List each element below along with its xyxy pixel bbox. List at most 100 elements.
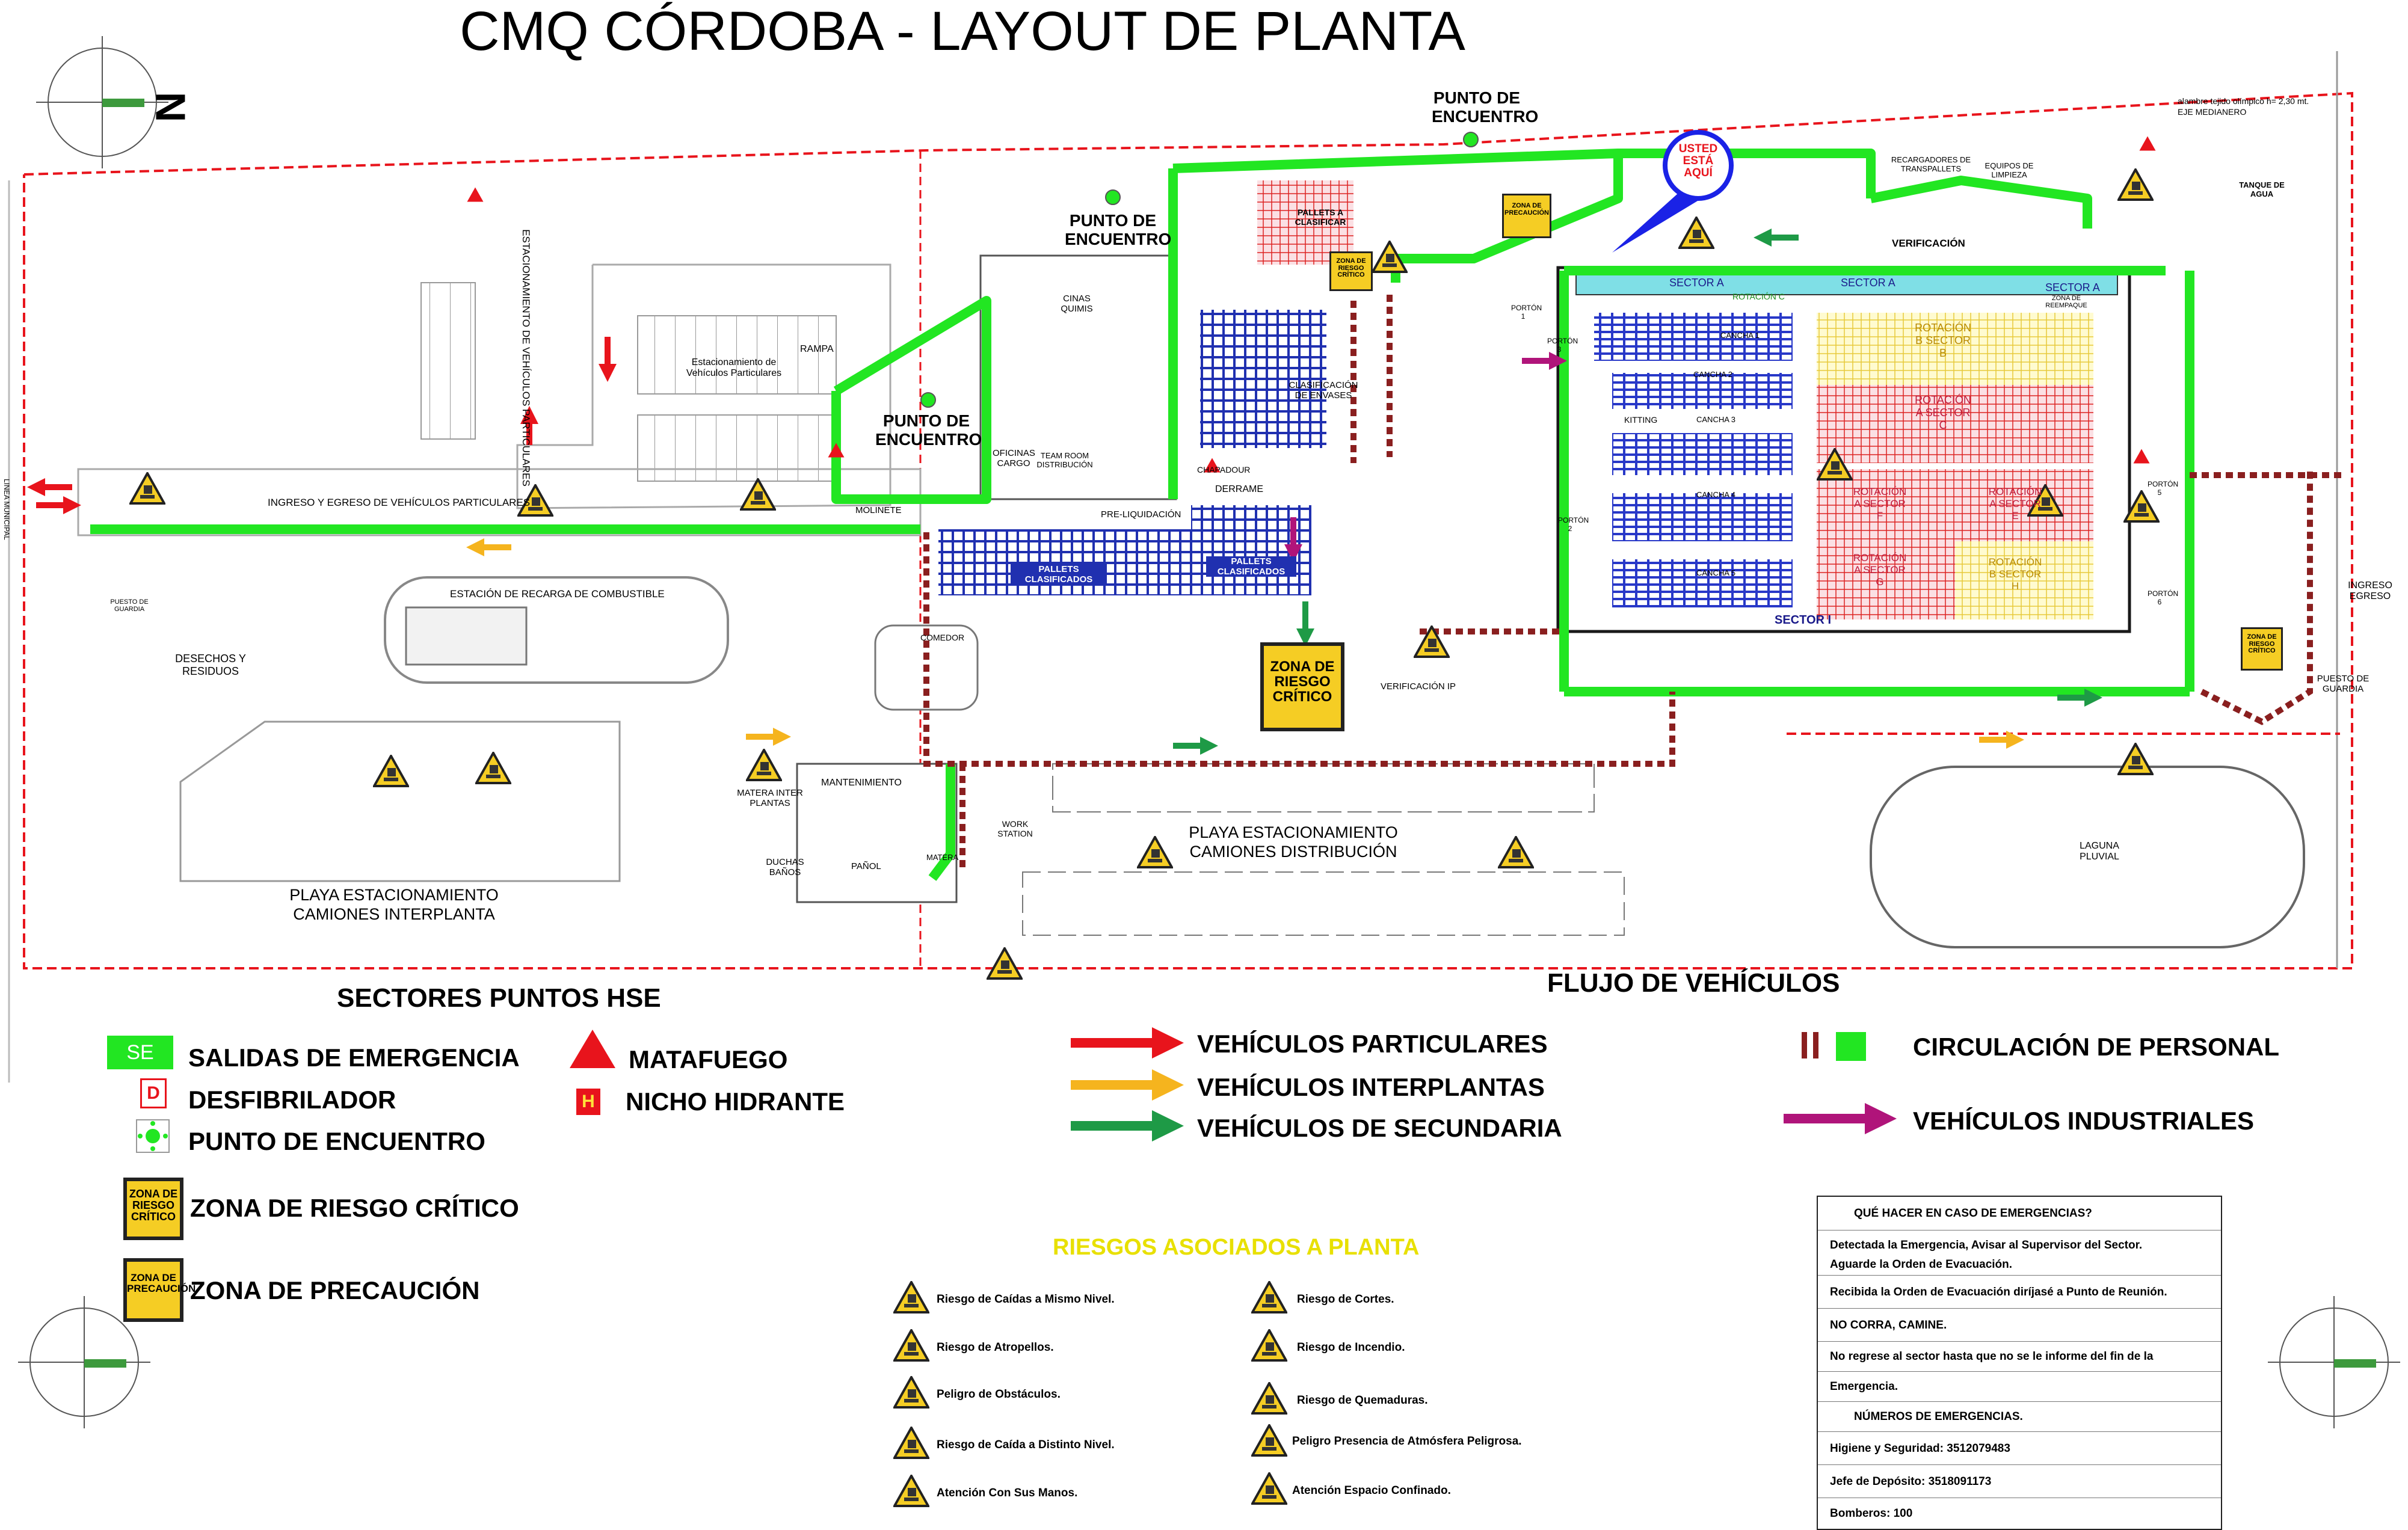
espacio-confinado-icon	[1251, 1472, 1287, 1505]
sector-b-label: ROTACIÓN B SECTOR B	[1915, 322, 1971, 359]
oficinas-cargo-label: OFICINAS CARGO	[993, 448, 1035, 469]
estacionamiento-vehiculos-label: ESTACIONAMIENTO DE VEHÍCULOS PARTICULARE…	[520, 229, 532, 487]
cancha-4-label: CANCHA 4	[1696, 490, 1736, 499]
desechos-label: DESECHOS Y RESIDUOS	[175, 653, 246, 677]
verificacion-label: VERIFICACIÓN	[1892, 238, 1965, 249]
linea-municipal-label: LINEA MUNICIPAL	[2, 479, 11, 540]
puesto-guardia-left-label: PUESTO DE GUARDIA	[110, 598, 149, 613]
playa-distribucion-label: PLAYA ESTACIONAMIENTO CAMIONES DISTRIBUC…	[1189, 823, 1398, 861]
legend-punto-encuentro: PUNTO DE ENCUENTRO	[188, 1127, 485, 1155]
matafuego-icon	[570, 1030, 615, 1068]
zona-reempaque-label: ZONA DE REEMPAQUE	[2045, 295, 2087, 309]
zona-riesgo-critico-icon: ZONA DE RIESGO CRÍTICO	[123, 1178, 183, 1240]
work-station-label: WORK STATION	[997, 819, 1033, 838]
pallets-clasificados-1-label: PALLETS CLASIFICADOS	[1011, 564, 1107, 585]
personal-circulation-icon	[1802, 1032, 1866, 1061]
emergency-step: NO CORRA, CAMINE.	[1818, 1308, 2221, 1341]
emergency-number: Higiene y Seguridad: 3512079483	[1818, 1431, 2221, 1464]
sector-a-3-label: SECTOR A	[2045, 281, 2100, 293]
legend-salidas: SALIDAS DE EMERGENCIA	[188, 1043, 520, 1072]
comedor-label: COMEDOR	[920, 633, 965, 642]
punto-encuentro-mid-label: PUNTO DE ENCUENTRO	[1065, 211, 1172, 248]
verificacion-ip-label: VERIFICACIÓN IP	[1381, 681, 1456, 692]
hidrante-icon: H	[576, 1089, 600, 1115]
estacion-combustible-label: ESTACIÓN DE RECARGA DE COMBUSTIBLE	[450, 588, 665, 600]
legend-secundaria: VEHÍCULOS DE SECUNDARIA	[1197, 1114, 1562, 1142]
cancha-1-label: CANCHA 1	[1720, 331, 1760, 340]
kitting-label: KITTING	[1624, 415, 1658, 425]
legend-hidrante: NICHO HIDRANTE	[626, 1087, 845, 1116]
risk-item: Riesgo de Cortes.	[1251, 1281, 1394, 1316]
sector-h-label: ROTACIÓN B SECTOR H	[1988, 556, 2042, 592]
emergency-panel: QUÉ HACER EN CASO DE EMERGENCIAS? Detect…	[1817, 1196, 2222, 1530]
caida-distinto-nivel-icon	[893, 1427, 929, 1459]
matera-label: MATERA	[926, 853, 959, 862]
legend-industriales: VEHÍCULOS INDUSTRIALES	[1913, 1107, 2255, 1135]
usted-esta-aqui-label: USTED ESTÁ AQUÍ	[1678, 143, 1718, 179]
team-room-label: TEAM ROOM DISTRIBUCIÓN	[1036, 451, 1093, 469]
panol-label: PAÑOL	[851, 861, 881, 871]
porton-5-label: PORTÓN 5	[2148, 480, 2179, 497]
emergency-step: No regrese al sector hasta que no se le …	[1818, 1341, 2221, 1371]
cortes-icon	[1251, 1281, 1287, 1313]
sector-e-label: ROTACIÓN A SECTOR E	[1988, 486, 2042, 521]
puesto-guardia-right-label: PUESTO DE GUARDIA	[2317, 674, 2370, 694]
recargadores-label: RECARGADORES DE TRANSPALLETS	[1891, 155, 1971, 173]
tanque-agua-label: TANQUE DE AGUA	[2239, 180, 2285, 198]
laguna-label: LAGUNA PLUVIAL	[2080, 841, 2119, 862]
sector-g-label: ROTACIÓN A SECTOR G	[1853, 552, 1907, 588]
porton-1-label: PORTÓN 1	[1511, 304, 1542, 321]
cancha-5-label: CANCHA 5	[1696, 568, 1736, 577]
cancha-2-label: CANCHA 2	[1693, 370, 1733, 379]
compass-north-label: N	[147, 91, 194, 123]
rotacion-c-label: ROTACIÓN C	[1732, 292, 1785, 301]
manos-icon	[893, 1475, 929, 1507]
risk-item: Riesgo de Incendio.	[1251, 1329, 1405, 1365]
emergency-step: Emergencia.	[1818, 1371, 2221, 1401]
playa-interplanta-label: PLAYA ESTACIONAMIENTO CAMIONES INTERPLAN…	[289, 886, 499, 924]
legend-particulares: VEHÍCULOS PARTICULARES	[1197, 1030, 1548, 1058]
secundaria-arrow-icon	[1071, 1110, 1184, 1141]
pallets-a-clasificar-label: PALLETS A CLASIFICAR	[1295, 207, 1346, 227]
porton-2-label: PORTÓN 2	[1558, 516, 1589, 533]
risk-item: Peligro Presencia de Atmósfera Peligrosa…	[1251, 1424, 1522, 1460]
pre-liquidacion-label: PRE-LIQUIDACIÓN	[1101, 509, 1181, 520]
matera-interplantas-label: MATERA INTER PLANTAS	[737, 788, 803, 808]
risk-item: Riesgo de Caída a Distinto Nivel.	[893, 1427, 1115, 1462]
emergency-step: Aguarde la Orden de Evacuación.	[1830, 1258, 2013, 1271]
industriales-arrow-icon	[1784, 1103, 1897, 1134]
zona-precaucion-icon: ZONA DE PRECAUCIÓN	[123, 1258, 196, 1322]
emergency-step: Recibida la Orden de Evacuación diríjasé…	[1818, 1275, 2221, 1308]
rampa-label: RAMPA	[800, 344, 834, 354]
atmosfera-peligrosa-icon	[1251, 1424, 1287, 1457]
risk-item: Peligro de Obstáculos.	[893, 1376, 1061, 1412]
zona-riesgo-critico-small: ZONA DE RIESGO CRÍTICO	[1329, 251, 1373, 291]
legend-flow-header: FLUJO DE VEHÍCULOS	[1547, 968, 1840, 998]
quemaduras-icon	[1251, 1382, 1287, 1415]
ingreso-egreso-right-label: INGRESO EGRESO	[2348, 580, 2392, 601]
mantenimiento-label: MANTENIMIENTO	[821, 778, 902, 788]
particulares-arrow-icon	[1071, 1027, 1184, 1058]
zona-riesgo-critico-big: ZONA DE RIESGO CRÍTICO	[1260, 642, 1344, 731]
incendio-icon	[1251, 1329, 1287, 1362]
punto-encuentro-top-label: PUNTO DE ENCUENTRO	[1432, 88, 1539, 126]
risk-item: Atención Con Sus Manos.	[893, 1475, 1077, 1510]
sector-c-label: ROTACIÓN A SECTOR C	[1915, 394, 1971, 431]
ingreso-egreso-label: INGRESO Y EGRESO DE VEHÍCULOS PARTICULAR…	[268, 497, 531, 508]
zona-precaucion-map: ZONA DE PRECAUCIÓN	[1502, 194, 1551, 238]
legend-zona-precaucion: ZONA DE PRECAUCIÓN	[190, 1276, 480, 1304]
cinas-quimis-label: CINAS QUIMIS	[1061, 293, 1093, 314]
interplantas-arrow-icon	[1071, 1069, 1184, 1101]
emergency-title: QUÉ HACER EN CASO DE EMERGENCIAS?	[1854, 1207, 2092, 1220]
legend-personal: CIRCULACIÓN DE PERSONAL	[1913, 1033, 2280, 1061]
risk-item: Riesgo de Caídas a Mismo Nivel.	[893, 1281, 1115, 1316]
risk-item: Riesgo de Quemaduras.	[1251, 1382, 1428, 1418]
emergency-number: Bomberos: 100	[1818, 1498, 2221, 1529]
sector-a-2-label: SECTOR A	[1841, 277, 1895, 289]
legend-hse-header: SECTORES PUNTOS HSE	[337, 983, 661, 1013]
emergency-numbers-title: NÚMEROS DE EMERGENCIAS.	[1818, 1401, 2221, 1431]
se-badge: SE	[107, 1036, 173, 1069]
pallets-clasificados-2-label: PALLETS CLASIFICADOS	[1206, 556, 1296, 577]
legend-zona-riesgo: ZONA DE RIESGO CRÍTICO	[190, 1194, 519, 1222]
